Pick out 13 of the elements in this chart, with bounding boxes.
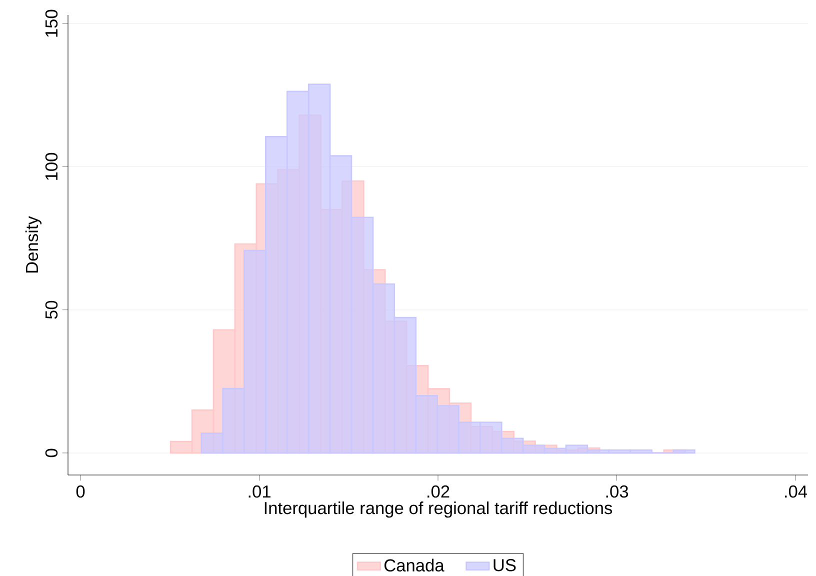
y-tick-label: 50 (45, 300, 58, 319)
legend-label: Canada (384, 558, 444, 572)
x-tick-label: .01 (248, 485, 270, 498)
x-tick-label: 0 (76, 485, 85, 498)
x-tick-label: .04 (785, 485, 808, 498)
y-axis-title: Density (25, 216, 42, 272)
x-axis-title: Interquartile range of regional tariff reductions (264, 501, 612, 518)
legend-label: US (494, 559, 516, 572)
y-tick-label: 100 (45, 152, 58, 180)
y-tick-label: 150 (45, 10, 58, 37)
x-tick-label: .03 (606, 485, 628, 498)
y-tick-label: 0 (45, 448, 58, 458)
x-tick-label: .02 (428, 485, 450, 498)
